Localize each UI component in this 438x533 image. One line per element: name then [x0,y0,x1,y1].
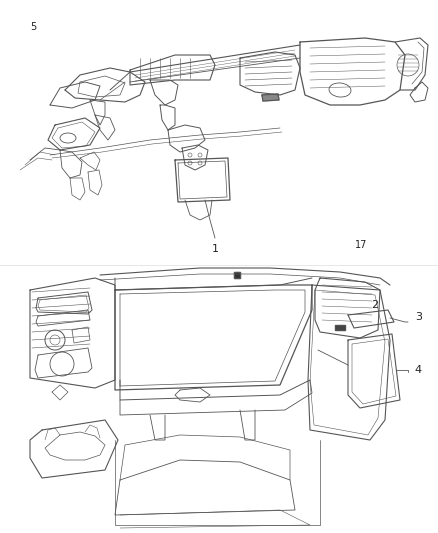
Polygon shape [262,94,279,101]
Text: 2: 2 [371,300,378,310]
Text: 17: 17 [355,240,367,250]
Text: 4: 4 [414,365,421,375]
Polygon shape [335,325,345,330]
Text: 3: 3 [415,312,422,322]
Polygon shape [234,272,240,278]
Text: 1: 1 [212,244,219,254]
Text: 5: 5 [30,22,36,32]
